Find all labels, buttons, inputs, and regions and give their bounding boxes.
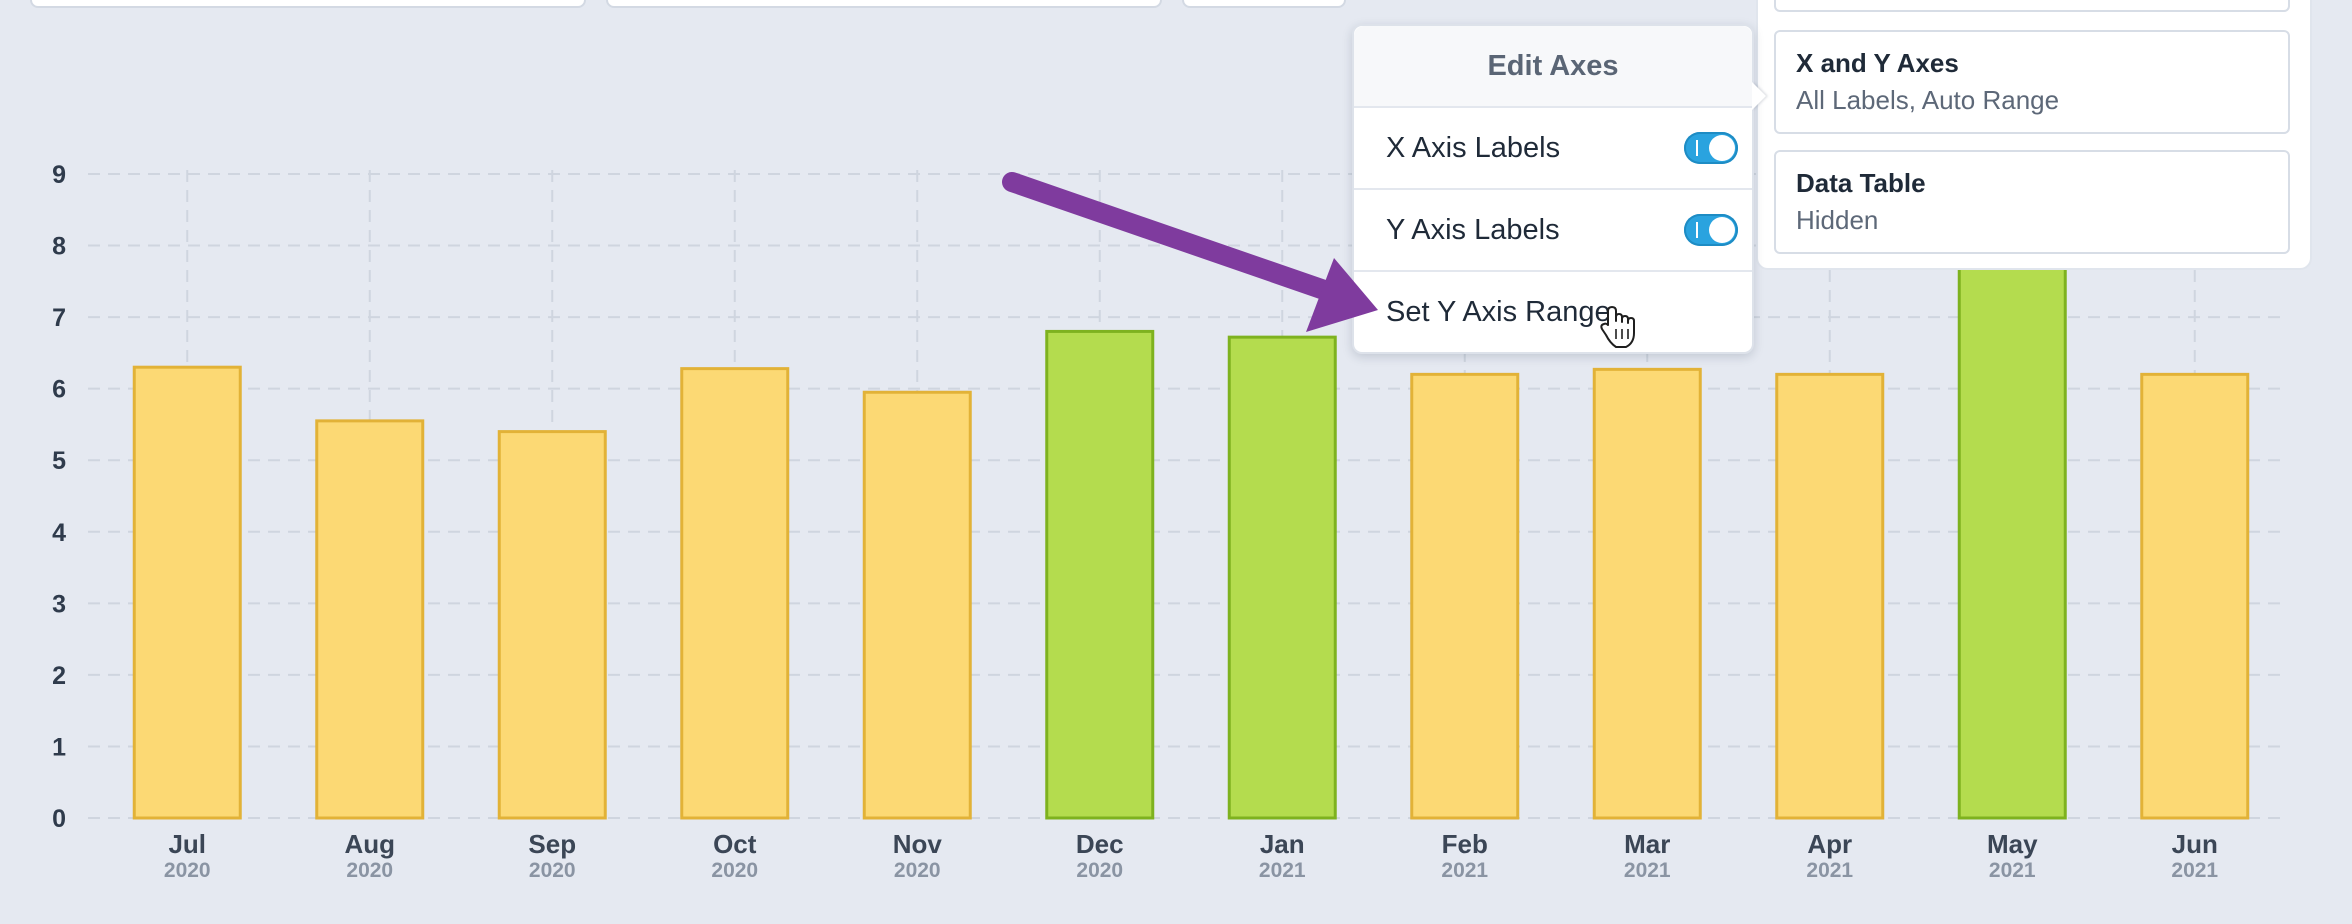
x-tick-year-label: 2021 (1259, 859, 1306, 882)
chart-settings-panel: X and Y Axes All Labels, Auto Range Data… (1756, 0, 2312, 270)
y-tick-label: 3 (52, 590, 66, 618)
x-tick-year-label: 2020 (529, 859, 576, 882)
bar (680, 367, 790, 820)
x-tick-year-label: 2020 (711, 859, 758, 882)
y-axis-labels-toggle[interactable] (1684, 214, 1738, 246)
x-tick-label: Oct (713, 829, 757, 859)
y-tick-label: 7 (52, 304, 66, 332)
x-tick-label: Jan (1260, 829, 1305, 859)
popover-title: Edit Axes (1354, 26, 1752, 108)
settings-card-partial[interactable] (1774, 0, 2290, 12)
bar (497, 430, 607, 820)
bar (2140, 372, 2250, 820)
toggle-knob (1709, 135, 1735, 161)
x-tick-year-label: 2021 (1806, 859, 1853, 882)
x-tick-label: Jun (2172, 829, 2218, 859)
x-axis-labels-row[interactable]: X Axis Labels (1354, 108, 1752, 190)
x-tick-label: Feb (1442, 829, 1488, 859)
x-tick-label: Apr (1807, 829, 1852, 859)
y-tick-label: 9 (52, 161, 66, 189)
bar (1410, 372, 1520, 820)
x-tick-year-label: 2020 (894, 859, 941, 882)
x-tick-label: Mar (1624, 829, 1670, 859)
x-axis-labels-toggle[interactable] (1684, 132, 1738, 164)
x-tick-label: Jul (168, 829, 206, 859)
settings-card-value: All Labels, Auto Range (1796, 85, 2060, 115)
x-tick-label: Sep (528, 829, 576, 859)
data-table-card[interactable]: Data Table Hidden (1774, 150, 2290, 254)
y-axis-labels-label: Y Axis Labels (1386, 213, 1560, 246)
x-tick-year-label: 2021 (1624, 859, 1671, 882)
toggle-knob (1709, 217, 1735, 243)
popover-pointer (1752, 82, 1766, 110)
settings-card-title: X and Y Axes (1796, 48, 1959, 78)
x-and-y-axes-card[interactable]: X and Y Axes All Labels, Auto Range (1774, 30, 2290, 134)
bar (1957, 208, 2067, 820)
x-tick-year-label: 2020 (164, 859, 211, 882)
y-tick-label: 8 (52, 233, 66, 261)
bar (1592, 367, 1702, 820)
x-tick-year-label: 2020 (1076, 859, 1123, 882)
bar (862, 390, 972, 820)
y-tick-label: 0 (52, 805, 66, 833)
x-tick-label: May (1987, 829, 2038, 859)
x-axis-labels-label: X Axis Labels (1386, 131, 1561, 164)
y-axis-labels-row[interactable]: Y Axis Labels (1354, 190, 1752, 272)
x-tick-label: Dec (1076, 829, 1124, 859)
bar (132, 365, 242, 820)
settings-card-title: Data Table (1796, 168, 1926, 198)
x-tick-year-label: 2021 (1441, 859, 1488, 882)
x-tick-label: Nov (893, 829, 943, 859)
x-tick-label: Aug (344, 829, 395, 859)
x-tick-year-label: 2021 (1989, 859, 2036, 882)
bar (1775, 372, 1885, 820)
y-tick-label: 1 (52, 733, 66, 761)
toggle-on-mark (1696, 222, 1698, 238)
y-tick-label: 4 (52, 519, 66, 547)
y-tick-label: 5 (52, 447, 66, 475)
x-tick-year-label: 2020 (346, 859, 393, 882)
toggle-on-mark (1696, 140, 1698, 156)
set-y-axis-range-row[interactable]: Set Y Axis Range (1354, 272, 1752, 352)
edit-axes-popover: Edit Axes X Axis Labels Y Axis Labels Se… (1352, 24, 1766, 354)
set-y-axis-range-label: Set Y Axis Range (1386, 295, 1611, 328)
bar (1227, 335, 1337, 820)
y-tick-label: 6 (52, 376, 66, 404)
bar (1045, 329, 1155, 820)
settings-card-value: Hidden (1796, 205, 1879, 235)
y-tick-label: 2 (52, 662, 66, 690)
bar (315, 419, 425, 820)
x-tick-year-label: 2021 (2171, 859, 2218, 882)
